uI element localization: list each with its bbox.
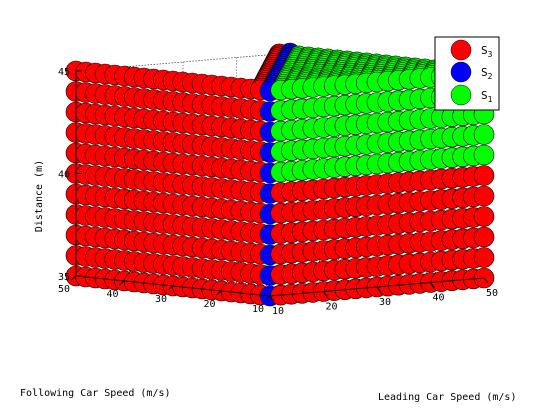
marker-s1 <box>473 124 495 145</box>
marker-s1 <box>473 144 495 166</box>
y-tick-label: 30 <box>155 294 167 305</box>
x-tick-label: 30 <box>379 297 391 308</box>
x-axis-label: Leading Car Speed (m/s) <box>378 392 516 403</box>
x-tick <box>376 286 382 293</box>
marker-s3 <box>473 185 495 207</box>
x-tick <box>323 291 328 297</box>
legend-label-s1: S1 <box>481 89 493 104</box>
marker-s3 <box>473 226 495 248</box>
legend-marker-s3 <box>450 39 472 61</box>
x-tick <box>483 277 489 284</box>
z-tick-label: 45 <box>58 67 70 78</box>
marker-s3 <box>473 165 495 186</box>
legend: S3 S2 S1 <box>434 36 500 111</box>
marker-s3 <box>473 247 495 268</box>
data-markers <box>65 42 495 307</box>
x-tick <box>269 295 275 302</box>
marker-s3 <box>473 206 495 227</box>
z-tick-label: 40 <box>58 170 70 181</box>
y-tick <box>119 280 125 286</box>
y-tick-label: 40 <box>106 289 118 300</box>
legend-label-s2: S2 <box>481 66 493 81</box>
y-tick <box>70 275 77 281</box>
y-tick <box>167 285 174 291</box>
y-tick <box>264 295 271 301</box>
y-tick-label: 50 <box>58 284 70 295</box>
y-tick-label: 10 <box>252 304 264 315</box>
y-tick-label: 20 <box>203 299 215 310</box>
z-tick-label: 35 <box>58 272 70 283</box>
legend-label-s3: S3 <box>481 44 493 59</box>
x-tick-label: 10 <box>272 306 284 317</box>
x-tick <box>430 282 435 288</box>
legend-marker-s1 <box>450 84 472 106</box>
x-tick-label: 40 <box>432 293 444 304</box>
axes-front <box>70 70 489 302</box>
x-tick-label: 20 <box>325 302 337 313</box>
legend-marker-s2 <box>450 61 472 83</box>
z-axis-label: Distance (m) <box>34 160 45 232</box>
x-tick-label: 50 <box>486 288 498 299</box>
y-tick <box>216 290 222 296</box>
y-axis-label: Following Car Speed (m/s) <box>20 388 171 399</box>
